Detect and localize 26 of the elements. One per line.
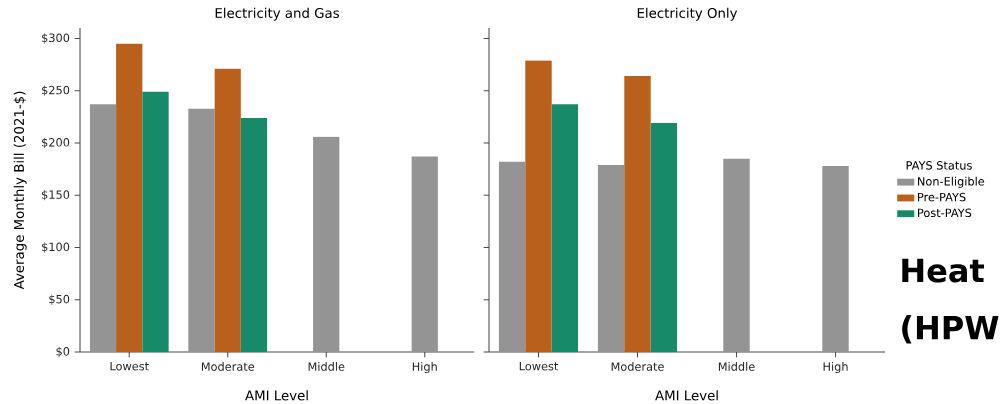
- x-tick-label: Lowest: [519, 362, 559, 371]
- legend-label: Pre-PAYS: [918, 192, 966, 202]
- legend-label: Non-Eligible: [918, 176, 985, 188]
- legend-title: PAYS Status: [906, 161, 972, 170]
- x-axis-title: AMI Level: [245, 390, 308, 401]
- y-tick-label: $0: [56, 346, 70, 358]
- x-tick-label: Lowest: [110, 362, 149, 371]
- chart-title: Electricity Only: [637, 7, 738, 21]
- y-tick-label: $50: [49, 294, 70, 305]
- x-tick-label: Moderate: [611, 362, 664, 371]
- legend-label: Post-PAYS: [918, 208, 972, 218]
- y-tick-label: $250: [42, 85, 70, 96]
- text: Heat: [902, 258, 985, 283]
- x-axis-title: AMI Level: [655, 390, 718, 401]
- text: (HPW: [902, 315, 999, 344]
- x-tick-label: High: [412, 362, 437, 374]
- y-tick-label: $300: [42, 33, 70, 44]
- y-axis-title: Average Monthly Bill (2021-$): [13, 91, 27, 290]
- x-tick-label: High: [823, 362, 848, 374]
- chart-title: Electricity and Gas: [215, 7, 339, 21]
- y-tick-label: $200: [42, 137, 70, 149]
- y-tick-label: $150: [42, 190, 70, 201]
- x-tick-label: Middle: [308, 362, 345, 371]
- y-tick-label: $100: [42, 242, 70, 253]
- x-tick-label: Middle: [718, 362, 755, 371]
- x-tick-label: Moderate: [201, 362, 255, 371]
